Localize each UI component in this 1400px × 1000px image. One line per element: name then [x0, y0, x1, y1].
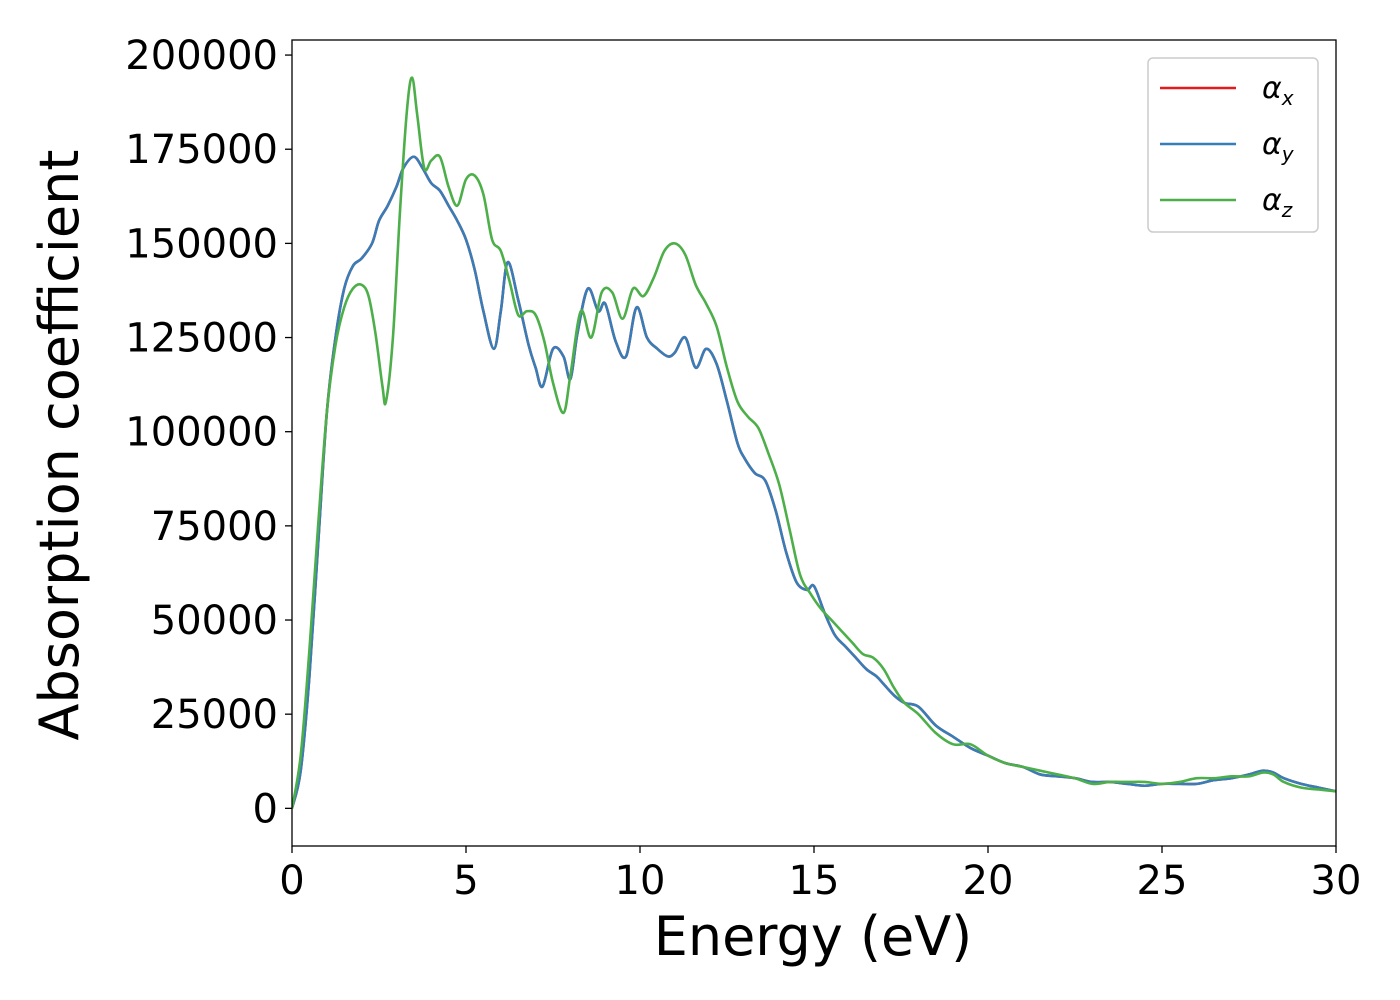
series-line-alpha-z	[292, 76, 1336, 809]
x-tick-label: 20	[963, 858, 1014, 904]
x-tick-label: 30	[1311, 858, 1362, 904]
y-tick-label: 100000	[125, 410, 278, 456]
x-tick-label: 0	[279, 858, 304, 904]
y-tick-label: 200000	[125, 33, 278, 79]
legend: αx αy αz	[1147, 57, 1319, 233]
y-tick-label: 125000	[125, 316, 278, 362]
legend-label-alpha-z: αz	[1262, 183, 1293, 222]
x-tick-label: 15	[789, 858, 840, 904]
y-tick-label: 150000	[125, 221, 278, 267]
y-tick-label: 50000	[151, 598, 278, 644]
y-tick-label: 0	[253, 786, 278, 832]
y-tick-label: 75000	[151, 504, 278, 550]
y-axis-title: Absorption coefficient	[28, 150, 91, 741]
legend-label-alpha-y: αy	[1262, 127, 1295, 166]
x-axis-title: Energy (eV)	[654, 905, 973, 968]
axes-layer: 0 5 10 15 20 25 30 0 25000 50000 75000 100000 125000…	[125, 33, 1361, 904]
x-tick-label: 5	[453, 858, 478, 904]
x-tick-label: 10	[615, 858, 666, 904]
x-tick-label: 25	[1137, 858, 1188, 904]
y-tick-label: 25000	[151, 692, 278, 738]
series-layer	[292, 76, 1336, 809]
legend-label-alpha-x: αx	[1262, 71, 1294, 110]
y-tick-label: 175000	[125, 127, 278, 173]
